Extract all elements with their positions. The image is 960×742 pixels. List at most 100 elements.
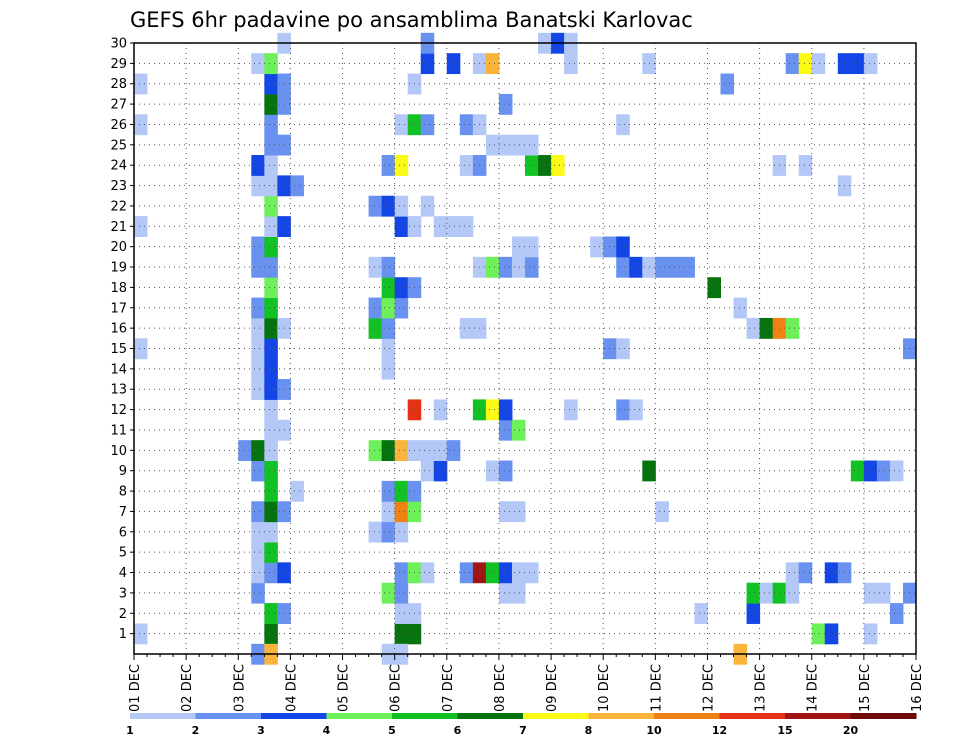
heatmap-cell [485,399,500,421]
heatmap-cell [485,134,500,156]
y-tick-label: 8 [119,485,127,500]
heatmap-cell [381,155,396,176]
heatmap-cell [251,236,265,258]
heatmap-cell [264,521,278,543]
heatmap-cell [394,521,409,543]
heatmap-cell [433,399,448,421]
heatmap-cell [525,562,539,584]
heatmap-cell [251,440,265,462]
heatmap-cell [394,480,409,502]
heatmap-cell [134,114,148,136]
x-axis-ticks: 01 DEC 02 DEC 03 DEC 04 DEC 05 DEC 06 DEC 07 D… [128,654,925,712]
heatmap-cell [420,440,435,462]
heatmap-cell [368,440,383,462]
y-tick-label: 30 [110,37,127,52]
heatmap-cell [785,53,800,75]
heatmap-cell [446,440,461,462]
heatmap-cell [381,195,396,217]
heatmap-cell [394,114,409,136]
heatmap-cell [394,603,409,624]
y-tick-label: 26 [110,118,127,133]
heatmap-cell [264,114,278,136]
y-tick-label: 13 [110,383,127,398]
x-tick-label: 03 DEC [232,664,247,712]
heatmap-cell [420,562,435,584]
legend-color-swatch [850,713,917,719]
heatmap-cell [525,155,539,176]
legend-color-swatch [261,713,327,719]
heatmap-cell [394,195,409,217]
heatmap-cell [459,216,474,237]
y-tick-label: 1 [119,627,127,642]
heatmap-cell [785,562,800,584]
grid-lines [133,42,917,654]
legend-color-swatch [719,713,786,719]
heatmap-cell [863,460,878,482]
heatmap-cell [381,358,396,380]
heatmap-cell [498,256,513,278]
heatmap-cell [616,236,630,258]
heatmap-cell [889,460,904,482]
heatmap-cell [863,582,878,604]
heatmap-cell [251,521,265,543]
heatmap-cell [433,460,448,482]
heatmap-cell [564,53,578,75]
x-tick-label: 13 DEC [754,664,769,712]
heatmap-cell [264,379,278,400]
heatmap-cell [420,53,435,75]
y-tick-label: 22 [110,199,127,214]
heatmap-cell [433,440,448,462]
y-tick-label: 9 [119,464,127,479]
heatmap-cell [824,623,839,645]
heatmap-cell [616,399,630,421]
x-tick-label: 01 DEC [128,664,143,712]
heatmap-cell [629,399,643,421]
x-tick-label: 04 DEC [284,664,299,712]
heatmap-cell [264,73,278,95]
y-tick-label: 21 [110,220,127,235]
heatmap-cell [381,480,396,502]
y-tick-label: 6 [119,525,127,540]
legend-label: 15 [777,724,792,737]
heatmap-cell [655,256,669,278]
heatmap-cell [264,175,278,197]
heatmap-cell [251,358,265,380]
heatmap-cell [511,501,526,523]
heatmap-cell [264,236,278,258]
heatmap-cell [394,501,409,523]
heatmap-cell [251,256,265,278]
heatmap-cell [629,256,643,278]
heatmap-cell [381,338,396,360]
heatmap-cell [459,317,474,339]
y-tick-label: 5 [119,546,127,561]
y-axis-ticks: 1234567891011121314151617181920212223242… [110,37,134,642]
heatmap-cell [264,480,278,502]
heatmap-cell [381,277,396,299]
heatmap-cell [525,256,539,278]
x-tick-label: 08 DEC [493,664,508,712]
heatmap-cell [134,623,148,645]
heatmap-cell [290,175,304,197]
heatmap-cell [251,501,265,523]
heatmap-cell [446,216,461,237]
heatmap-cell [616,114,630,136]
heatmap-cell [134,73,148,95]
heatmap-cell [511,562,526,584]
x-tick-label: 16 DEC [910,664,925,712]
heatmap-cell [394,216,409,237]
heatmap-cell [368,297,383,319]
heatmap-cell [264,195,278,217]
heatmap-cell [485,460,500,482]
heatmap-cell [381,582,396,604]
heatmap-cell [551,155,565,176]
heatmap-cell [381,317,396,339]
heatmap-cell [876,460,891,482]
y-tick-label: 24 [110,159,127,174]
heatmap-cell [264,93,278,115]
heatmap-cell [785,582,800,604]
legend-color-swatch [785,713,851,719]
heatmap-cell [876,582,891,604]
heatmap-cell [394,297,409,319]
heatmap-cell [264,297,278,319]
x-tick-label: 09 DEC [545,664,560,712]
